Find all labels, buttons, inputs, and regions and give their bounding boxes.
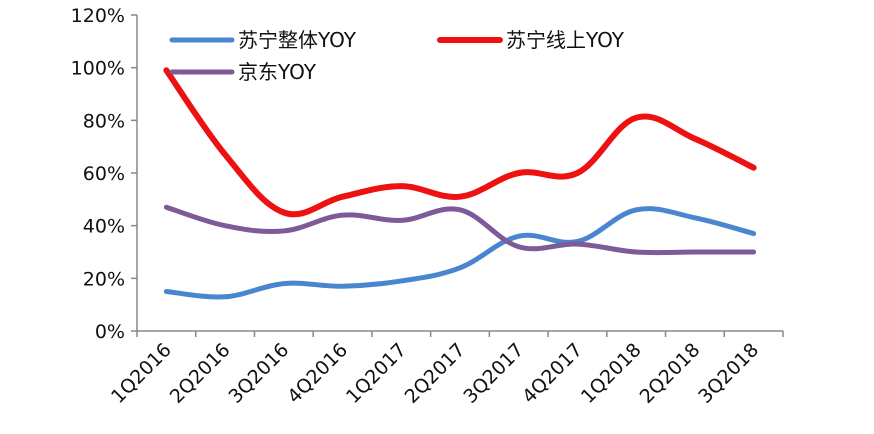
x-tick-label: 2Q2017 — [401, 339, 470, 408]
legend-label: 苏宁线上YOY — [506, 28, 625, 52]
x-tick-label: 3Q2018 — [694, 339, 763, 408]
x-tick-label: 4Q2017 — [518, 339, 587, 408]
x-tick-label: 2Q2016 — [166, 339, 235, 408]
x-tick-label: 3Q2017 — [459, 339, 528, 408]
y-tick-label: 0% — [95, 321, 125, 343]
legend-label: 京东YOY — [238, 60, 317, 84]
y-tick-label: 40% — [83, 216, 125, 238]
x-tick-label: 1Q2018 — [577, 339, 646, 408]
series-line-jd-yoy — [163, 204, 757, 256]
y-tick-label: 120% — [71, 5, 125, 27]
x-tick-label: 4Q2016 — [283, 339, 352, 408]
series-line-suning-online-yoy — [163, 67, 757, 218]
y-tick-label: 80% — [83, 110, 125, 132]
x-tick-label: 1Q2016 — [107, 339, 176, 408]
series-line-suning-total-yoy — [163, 206, 757, 300]
x-tick-label: 2Q2018 — [636, 339, 705, 408]
x-tick-label: 1Q2017 — [342, 339, 411, 408]
series-lines — [163, 67, 757, 300]
y-tick-label: 60% — [83, 163, 125, 185]
legend-label: 苏宁整体YOY — [238, 28, 357, 52]
legend: 苏宁整体YOY 苏宁线上YOY 京东YOY — [169, 28, 625, 84]
y-tick-label: 20% — [83, 268, 125, 290]
y-tick-label: 100% — [71, 58, 125, 80]
axes: 0% 20% 40% 60% 80% 100% 120% 1Q20162Q20163Q2016… — [71, 5, 784, 408]
x-tick-label: 3Q2016 — [224, 339, 293, 408]
